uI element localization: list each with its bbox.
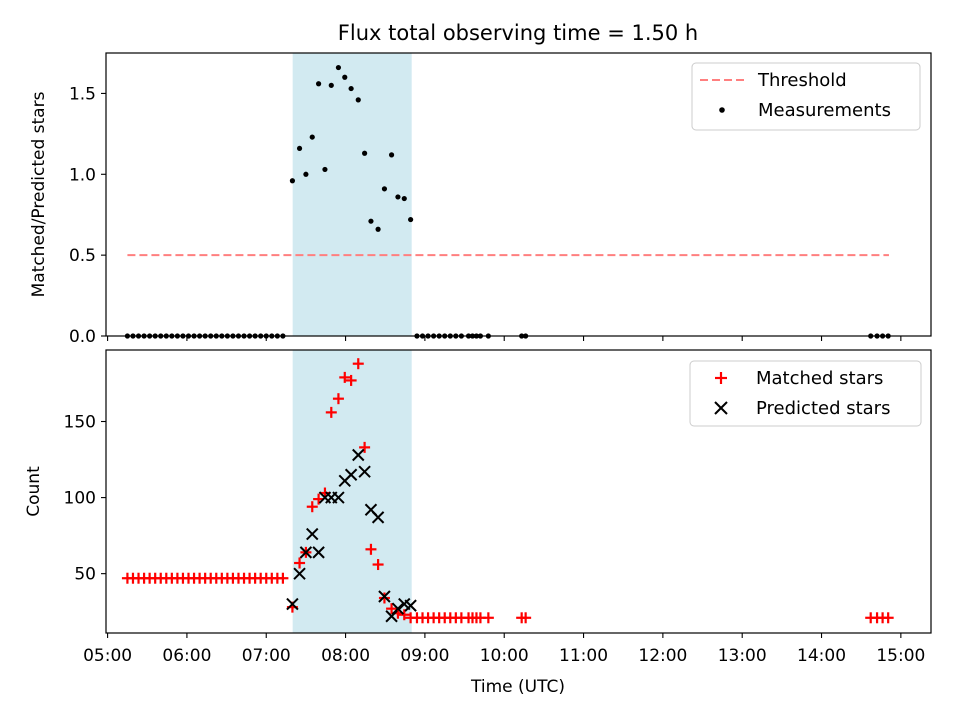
bottom-highlight-span	[292, 350, 412, 633]
x-tick-label: 15:00	[876, 646, 925, 666]
predicted-star-point	[404, 599, 417, 612]
top-y-tick-label: 1.0	[69, 165, 96, 185]
x-tick-label: 14:00	[797, 646, 846, 666]
bottom-y-tick-label: 100	[64, 489, 96, 509]
top-x-ticks	[107, 336, 902, 341]
predicted-star-point	[312, 546, 325, 559]
top-panel: 0.0 0.5 1.0 1.5 Matched/Predicted stars Thr…	[29, 52, 932, 347]
matched-star-point	[378, 592, 390, 604]
bottom-y-tick-label: 50	[74, 565, 96, 585]
top-axes-frame	[105, 52, 932, 337]
matched-star-point	[339, 371, 351, 383]
predicted-star-point	[286, 597, 299, 611]
predicted-star-point	[306, 527, 319, 541]
measurement-point	[408, 216, 414, 223]
x-tick-label: 08:00	[321, 646, 370, 666]
top-y-axis-label: Matched/Predicted stars	[29, 91, 49, 297]
measurement-point	[368, 218, 374, 224]
top-highlight-span	[292, 53, 412, 336]
bottom-panel: 05:00 06:00 07:00 08:00 09:00 10:00 11:00 12:00…	[24, 349, 932, 697]
top-y-ticks: 0.0 0.5 1.0 1.5	[69, 84, 106, 347]
measurement-point	[289, 178, 296, 184]
matched-star-point	[352, 358, 364, 370]
predicted-star-point	[358, 465, 371, 478]
legend-predicted-label: Predicted stars	[756, 398, 890, 419]
matched-star-point	[372, 559, 384, 571]
matched-star-point	[882, 612, 894, 624]
matched-star-point	[277, 572, 289, 584]
predicted-star-point	[352, 448, 365, 462]
top-y-tick-label: 0.0	[69, 327, 96, 347]
measurement-point	[395, 194, 401, 200]
predicted-star-point	[378, 590, 391, 603]
measurement-point	[342, 74, 348, 80]
matched-star-point	[325, 406, 337, 418]
x-tick-label: 12:00	[638, 646, 687, 666]
measurement-point	[375, 226, 381, 232]
measurement-point	[322, 166, 328, 173]
measurement-point	[401, 195, 407, 202]
predicted-star-point	[344, 468, 358, 481]
x-tick-label: 11:00	[559, 646, 608, 666]
top-y-tick-label: 0.5	[69, 246, 96, 266]
top-y-tick-label: 1.5	[69, 84, 96, 104]
matched-star-point	[365, 543, 377, 555]
bottom-x-ticks: 05:00 06:00 07:00 08:00 09:00 10:00 11:00 12:00…	[83, 633, 925, 666]
measurement-point	[296, 145, 303, 152]
chart-title: Flux total observing time = 1.50 h	[338, 21, 698, 45]
measurement-point	[309, 134, 315, 140]
x-tick-label: 09:00	[400, 646, 449, 666]
bottom-y-axis-label: Count	[24, 466, 44, 517]
measurement-point	[315, 81, 322, 87]
predicted-star-point	[391, 602, 405, 615]
legend-threshold-label: Threshold	[757, 70, 847, 91]
predicted-star-point	[332, 491, 345, 504]
x-tick-label: 07:00	[242, 646, 291, 666]
measurement-point	[348, 85, 354, 92]
x-axis-label: Time (UTC)	[470, 677, 565, 697]
matched-star-point	[386, 603, 398, 615]
matched-star-point	[306, 501, 318, 513]
legend-matched-label: Matched stars	[756, 368, 883, 389]
x-tick-label: 05:00	[83, 646, 132, 666]
predicted-star-point	[293, 567, 306, 580]
measurement-point	[303, 171, 309, 177]
measurement-point	[362, 150, 368, 156]
matched-star-point	[332, 393, 344, 405]
legend-measurements-label: Measurements	[758, 100, 891, 121]
bottom-legend-box	[689, 360, 922, 427]
top-legend: Threshold Measurements	[691, 62, 921, 131]
x-tick-label: 13:00	[718, 646, 767, 666]
legend-measurements-swatch	[719, 107, 725, 113]
legend-matched-swatch	[715, 372, 727, 384]
bottom-legend: Matched stars Predicted stars	[689, 360, 922, 427]
x-tick-label: 10:00	[480, 646, 529, 666]
matched-star-point	[345, 374, 357, 386]
bottom-axes-frame	[105, 349, 932, 634]
predicted-star-point	[371, 511, 385, 524]
bottom-y-ticks: 50 100 150	[64, 413, 106, 585]
matched-star-point	[520, 612, 532, 624]
measurement-point	[355, 97, 361, 103]
legend-predicted-swatch	[714, 401, 728, 415]
count-points	[121, 358, 894, 624]
measurement-point	[328, 82, 334, 88]
matched-star-point	[294, 557, 306, 569]
measurement-point	[381, 186, 388, 192]
matched-star-point	[398, 609, 410, 621]
matched-star-point	[359, 441, 371, 453]
matched-star-point	[482, 612, 494, 624]
top-legend-box	[691, 62, 921, 131]
x-tick-label: 06:00	[162, 646, 211, 666]
bottom-y-tick-label: 150	[64, 413, 96, 433]
measurement-point	[388, 152, 395, 158]
measurement-point	[335, 64, 342, 71]
predicted-star-point	[299, 546, 313, 559]
